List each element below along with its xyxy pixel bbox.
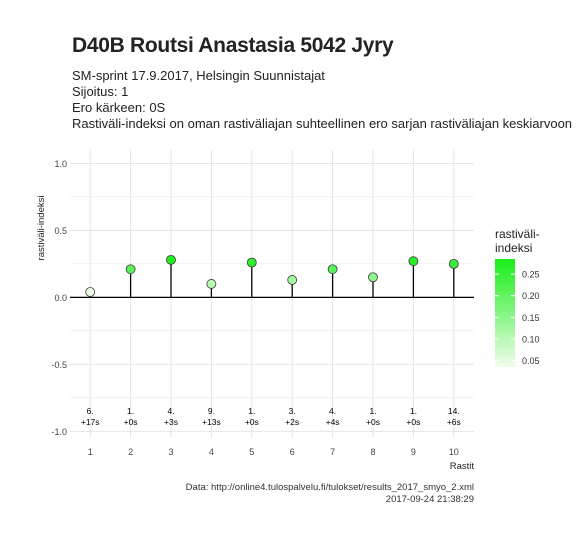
control-rank-label: 1. [369, 406, 376, 416]
lollipop-point [246, 257, 257, 268]
control-rank-label: 9. [208, 406, 215, 416]
y-tick-label: 1.0 [54, 159, 67, 169]
plot-panel [70, 150, 474, 438]
control-time-behind-label: +3s [164, 417, 178, 427]
data-source-caption: Data: http://online4.tulospalvelu.fi/tul… [185, 482, 474, 493]
subtitle-index-explanation: Rastiväli-indeksi on oman rastiväliajan … [72, 116, 573, 131]
lollipop-point [125, 264, 136, 275]
lollipop-point [408, 256, 419, 267]
control-rank-label: 6. [87, 406, 94, 416]
control-time-behind-label: +0s [245, 417, 259, 427]
control-time-behind-label: +17s [81, 417, 100, 427]
control-rank-label: 14. [448, 406, 460, 416]
control-rank-label: 4. [167, 406, 174, 416]
control-time-behind-label: +4s [326, 417, 340, 427]
y-tick-label: 0.0 [54, 293, 67, 303]
lollipop-point [287, 275, 298, 285]
x-tick-label: 4 [209, 447, 214, 457]
y-tick-label: 0.5 [54, 226, 67, 236]
lollipop-point [166, 254, 176, 265]
legend-tick-label: 0.25 [522, 270, 540, 280]
x-tick-label: 7 [330, 447, 335, 457]
x-tick-label: 6 [290, 447, 295, 457]
subtitle-placement: Sijoitus: 1 [72, 84, 129, 99]
x-tick-label: 5 [249, 447, 254, 457]
x-tick-label: 10 [449, 447, 459, 457]
lollipop-point [448, 258, 459, 269]
legend-tick-label: 0.10 [522, 334, 540, 344]
lollipop-point [327, 264, 338, 275]
x-tick-label: 3 [168, 447, 173, 457]
y-axis-title: rastiväli-indeksi [36, 196, 47, 261]
legend-tick-label: 0.20 [522, 291, 540, 301]
control-rank-label: 3. [289, 406, 296, 416]
chart-title: D40B Routsi Anastasia 5042 Jyry [72, 34, 394, 57]
lollipop-point [368, 272, 378, 283]
control-rank-label: 1. [248, 406, 255, 416]
legend-title-line-1: rastiväli- [495, 227, 540, 241]
x-tick-label: 8 [370, 447, 375, 457]
color-legend: rastiväli-indeksi 0.05 0.10 0.15 0.20 0.25 [495, 227, 540, 367]
axes: -1.0 -0.5 0.0 0.5 1.0 1 2 3 4 5 6 7 8 9 10 Rastit rastiv… [36, 159, 474, 472]
x-axis-title: Rastit [450, 461, 475, 472]
legend-tick-label: 0.05 [522, 356, 540, 366]
legend-color-bar [495, 259, 515, 367]
generated-timestamp: 2017-09-24 21:38:29 [385, 494, 474, 505]
subtitle-event: SM-sprint 17.9.2017, Helsingin Suunnista… [72, 68, 325, 83]
y-tick-label: -1.0 [51, 427, 67, 437]
data-marks: 6.+17s1.+0s4.+3s9.+13s1.+0s3.+2s4.+4s1.+… [70, 254, 474, 427]
x-tick-label: 1 [88, 447, 93, 457]
control-time-behind-label: +13s [202, 417, 221, 427]
legend-tick-label: 0.15 [522, 313, 540, 323]
subtitle-gap-to-leader: Ero kärkeen: 0S [72, 100, 166, 115]
lollipop-point [206, 279, 217, 289]
control-rank-label: 1. [410, 406, 417, 416]
x-tick-label: 2 [128, 447, 133, 457]
control-time-behind-label: +6s [447, 417, 461, 427]
legend-title-line-2: indeksi [495, 241, 532, 255]
control-time-behind-label: +0s [406, 417, 420, 427]
control-time-behind-label: +0s [366, 417, 380, 427]
lollipop-point [85, 287, 96, 297]
control-rank-label: 4. [329, 406, 336, 416]
control-rank-label: 1. [127, 406, 134, 416]
control-time-behind-label: +2s [285, 417, 299, 427]
x-tick-label: 9 [411, 447, 416, 457]
y-tick-label: -0.5 [51, 360, 67, 370]
control-time-behind-label: +0s [124, 417, 138, 427]
